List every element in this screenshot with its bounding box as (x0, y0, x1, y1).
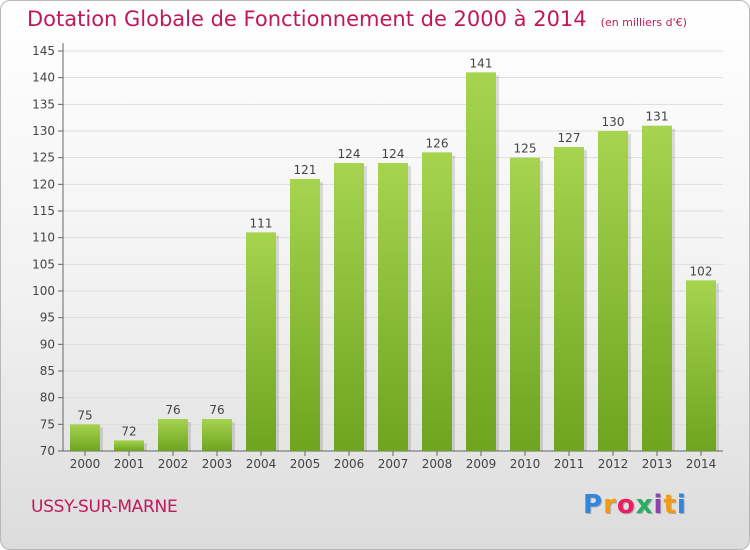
bar-2008 (422, 152, 452, 452)
y-tick-label: 95 (40, 311, 55, 325)
x-tick-label: 2008 (422, 457, 453, 471)
y-tick-label: 145 (32, 44, 55, 58)
bar-value-label: 102 (690, 264, 713, 278)
x-tick-label: 2011 (554, 457, 585, 471)
bar-value-label: 76 (165, 403, 180, 417)
commune-name: USSY-SUR-MARNE (31, 497, 178, 517)
bar-value-label: 125 (514, 142, 537, 156)
bar-value-label: 76 (209, 403, 224, 417)
bar-2006 (334, 163, 364, 451)
chart-title: Dotation Globale de Fonctionnement de 20… (27, 7, 687, 31)
x-tick-label: 2005 (290, 457, 321, 471)
logo-letter: i (653, 490, 664, 520)
bar-value-label: 121 (294, 163, 317, 177)
bar-2001 (114, 440, 144, 451)
y-tick-label: 70 (40, 444, 55, 458)
x-tick-label: 2014 (686, 457, 717, 471)
logo-letter: o (616, 490, 636, 520)
bar-2002 (158, 419, 188, 451)
logo-letter: P (583, 490, 604, 520)
x-tick-label: 2006 (334, 457, 365, 471)
x-tick-label: 2004 (246, 457, 277, 471)
bar-2005 (290, 179, 320, 451)
logo-letter: r (603, 490, 617, 520)
logo-letter: t (663, 490, 677, 520)
bar-2014 (686, 280, 716, 451)
x-tick-label: 2013 (642, 457, 673, 471)
x-tick-label: 2000 (70, 457, 101, 471)
bar-2004 (246, 232, 276, 451)
bar-value-label: 131 (646, 110, 669, 124)
y-tick-label: 130 (32, 124, 55, 138)
y-tick-label: 80 (40, 391, 55, 405)
bar-value-label: 111 (250, 216, 273, 230)
x-tick-label: 2007 (378, 457, 409, 471)
bar-2012 (598, 131, 628, 451)
y-tick-label: 90 (40, 337, 55, 351)
chart-subtitle: (en milliers d'€) (600, 16, 687, 29)
x-tick-label: 2012 (598, 457, 629, 471)
logo-letter: x (635, 490, 654, 520)
bar-2010 (510, 157, 540, 451)
bar-value-label: 130 (602, 115, 625, 129)
x-tick-label: 2003 (202, 457, 233, 471)
y-tick-label: 85 (40, 364, 55, 378)
y-tick-label: 140 (32, 71, 55, 85)
bar-2011 (554, 147, 584, 451)
bar-2003 (202, 419, 232, 451)
y-tick-label: 135 (32, 97, 55, 111)
bar-value-label: 127 (558, 131, 581, 145)
bar-2013 (642, 125, 672, 452)
bar-value-label: 75 (77, 408, 92, 422)
y-tick-label: 105 (32, 257, 55, 271)
bar-value-label: 126 (426, 136, 449, 150)
bar-2000 (70, 424, 100, 451)
chart-title-text: Dotation Globale de Fonctionnement de 20… (27, 7, 587, 31)
x-tick-label: 2001 (114, 457, 145, 471)
proxiti-logo: Proxiti (583, 490, 687, 520)
y-tick-label: 110 (32, 231, 55, 245)
y-tick-label: 100 (32, 284, 55, 298)
x-tick-label: 2010 (510, 457, 541, 471)
y-tick-label: 115 (32, 204, 55, 218)
x-tick-label: 2002 (158, 457, 189, 471)
x-tick-label: 2009 (466, 457, 497, 471)
bar-value-label: 124 (338, 147, 361, 161)
bar-value-label: 72 (121, 424, 136, 438)
bar-value-label: 141 (470, 56, 493, 70)
bar-2007 (378, 163, 408, 451)
y-tick-label: 125 (32, 151, 55, 165)
bar-value-label: 124 (382, 147, 405, 161)
logo-letter: i (676, 490, 687, 520)
y-tick-label: 120 (32, 177, 55, 191)
y-tick-label: 75 (40, 417, 55, 431)
bar-2009 (466, 72, 496, 451)
